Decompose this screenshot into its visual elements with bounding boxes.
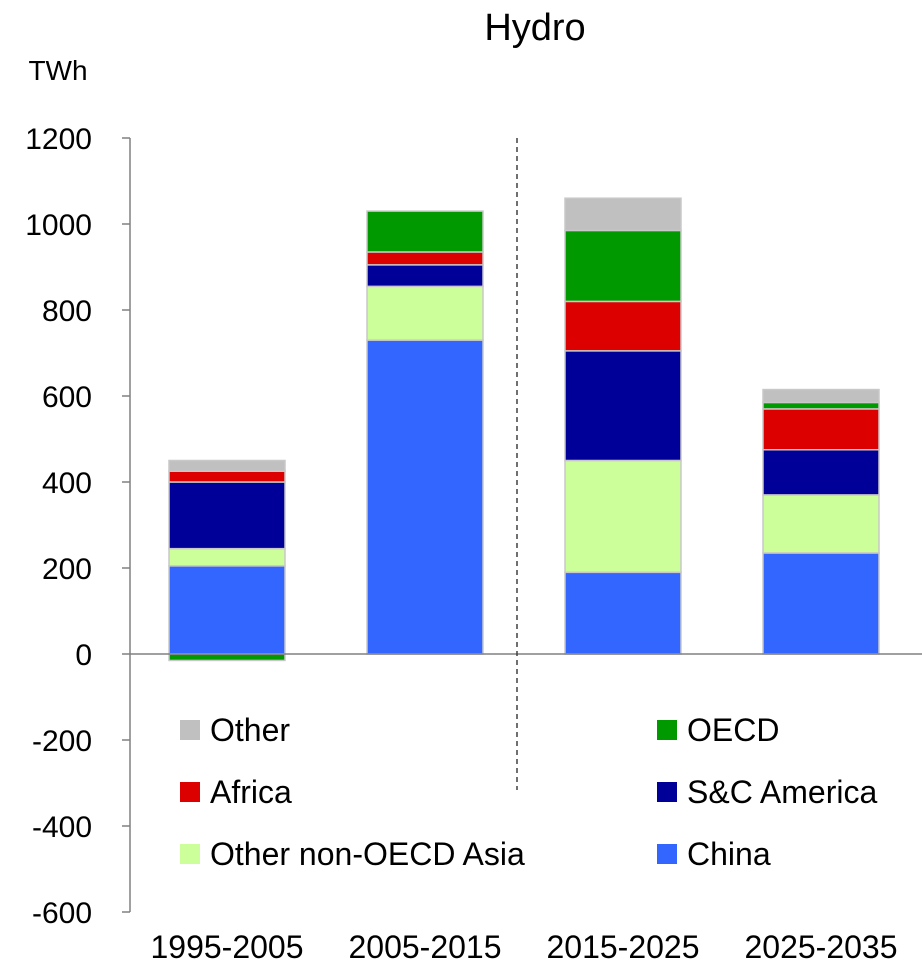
bar-segment-china-2 — [366, 339, 484, 655]
bar-segment-s-c-america-3 — [564, 350, 682, 462]
legend-swatch — [180, 782, 200, 802]
y-axis-unit: TWh — [28, 55, 87, 86]
legend: Other OECD Africa S&C America Other non-OECD… — [180, 712, 877, 872]
y-tick-label: 1000 — [25, 209, 92, 242]
legend-label: Africa — [210, 774, 292, 810]
bar-segment-other-3 — [564, 197, 682, 232]
y-tick-label: -200 — [32, 725, 92, 758]
bar-segment-oecd-3 — [564, 229, 682, 303]
bar-segment-oecd-1 — [168, 653, 286, 662]
legend-swatch — [657, 844, 677, 864]
bar-segment-other-1 — [168, 459, 286, 472]
y-tick-label: 600 — [42, 381, 92, 414]
legend-label: Other non-OECD Asia — [210, 836, 525, 872]
bar-segment-oecd-4 — [762, 401, 880, 410]
chart-title: Hydro — [484, 7, 585, 49]
y-tick-label: -400 — [32, 811, 92, 844]
bar-segment-s-c-america-1 — [168, 481, 286, 550]
y-tick-label: 0 — [75, 639, 92, 672]
category-label: 2005-2015 — [348, 929, 501, 965]
bar-segment-china-1 — [168, 565, 286, 655]
bar-segment-other-non-oecd-asia-3 — [564, 459, 682, 574]
category-label: 2015-2025 — [546, 929, 699, 965]
legend-swatch — [180, 844, 200, 864]
category-labels: 1995-2005 2005-2015 2015-2025 2025-2035 — [150, 929, 897, 965]
bar-segment-china-3 — [564, 571, 682, 655]
bars-layer — [168, 197, 880, 662]
bar-segment-africa-3 — [564, 300, 682, 352]
category-label: 1995-2005 — [150, 929, 303, 965]
category-label: 2025-2035 — [744, 929, 897, 965]
bar-segment-other-4 — [762, 388, 880, 404]
bar-segment-other-non-oecd-asia-1 — [168, 547, 286, 567]
y-tick-label: -600 — [32, 897, 92, 930]
y-tick-label: 200 — [42, 553, 92, 586]
legend-label: S&C America — [687, 774, 877, 810]
bar-segment-other-non-oecd-asia-4 — [762, 494, 880, 554]
bar-segment-s-c-america-4 — [762, 449, 880, 496]
bar-segment-africa-2 — [366, 251, 484, 266]
bar-segment-s-c-america-2 — [366, 264, 484, 288]
legend-swatch — [657, 720, 677, 740]
legend-swatch — [657, 782, 677, 802]
bar-segment-oecd-2 — [366, 210, 484, 253]
bar-segment-africa-4 — [762, 408, 880, 451]
legend-label: China — [687, 836, 771, 872]
bar-segment-other-non-oecd-asia-2 — [366, 285, 484, 341]
y-tick-labels: 1200 1000 800 600 400 200 0 -200 -400 -600 — [25, 123, 92, 930]
bar-segment-africa-1 — [168, 470, 286, 483]
y-tick-label: 1200 — [25, 123, 92, 156]
legend-label: Other — [210, 712, 290, 748]
y-tick-label: 800 — [42, 295, 92, 328]
legend-label: OECD — [687, 712, 779, 748]
y-tick-label: 400 — [42, 467, 92, 500]
bar-segment-china-4 — [762, 552, 880, 655]
legend-swatch — [180, 720, 200, 740]
axes-layer — [122, 137, 922, 913]
